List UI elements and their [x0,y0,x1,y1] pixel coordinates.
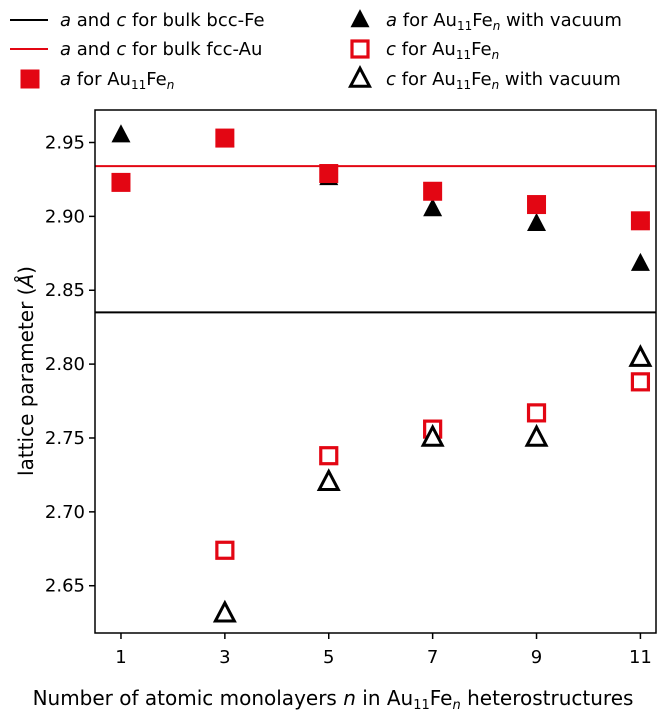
legend-sub: n [493,19,501,33]
legend-text: and [71,10,116,31]
legend-text: for Au [396,69,456,90]
legend-label-c_vac: c for Au11Fen with vacuum [386,69,621,92]
legend-text: Fe [146,69,166,90]
legend-marker-a [20,69,40,89]
legend-label-fcc: a and c for bulk fcc-Au [60,39,262,60]
legend-sub: n [492,78,500,92]
y-axis: 2.65 2.70 2.75 2.80 2.85 2.90 2.95 [45,133,95,597]
point-c_vac-n3 [212,599,237,623]
x-label-text: in Au [356,686,413,710]
point-a-n5 [319,164,339,184]
y-tick-label-2.80: 2.80 [45,354,85,375]
x-label-sub: 11 [413,698,430,713]
point-c_vac-n7 [420,423,445,447]
y-label-text: lattice parameter ( [14,288,38,476]
legend-label-a: a for Au11Fen [60,69,174,92]
point-a-n3 [215,128,235,148]
legend-sub: 11 [456,48,471,62]
y-label-unit: Å [14,274,38,290]
legend-text: for bulk bcc-Fe [126,10,264,31]
legend-label-c: c for Au11Fen [386,39,499,62]
x-tick-label-1: 1 [115,647,126,668]
legend-item-c: c for Au11Fen [350,39,499,62]
x-tick-label-11: 11 [629,647,652,668]
legend-var: a [386,10,397,31]
legend: a and c for bulk bcc-Fea and c for bulk … [10,9,622,92]
x-axis-label: Number of atomic monolayers n in Au11Fen… [33,686,634,713]
point-a-n11 [630,211,650,231]
x-label-text: Fe [430,686,453,710]
legend-var: a [60,10,71,31]
legend-sub: n [167,78,175,92]
y-tick-label-2.95: 2.95 [45,133,85,154]
y-tick-label-2.90: 2.90 [45,206,85,227]
point-c-n11 [630,372,651,392]
legend-item-bcc: a and c for bulk bcc-Fe [10,10,265,31]
point-c_vac-n5 [316,468,341,492]
legend-var: c [386,69,396,90]
x-tick-label-3: 3 [219,647,230,668]
point-a_vac-n9 [527,212,547,231]
plot-frame [94,109,657,634]
x-tick-label-9: 9 [531,647,542,668]
point-c-n5 [319,446,339,466]
legend-var: a [60,39,71,60]
point-a_vac-n11 [630,252,650,271]
legend-text: with vacuum [499,69,621,90]
point-a-n1 [111,172,131,192]
legend-text: and [71,39,116,60]
legend-text: Fe [471,69,491,90]
point-a_vac-n7 [423,198,443,217]
data-markers [111,124,653,623]
point-a-n7 [423,181,443,201]
legend-item-a: a for Au11Fen [20,69,174,92]
x-label-var: n [343,686,356,710]
legend-var: c [386,39,396,60]
legend-label-bcc: a and c for bulk bcc-Fe [60,10,265,31]
point-c-n3 [215,540,235,560]
reference-lines [95,165,656,314]
legend-text: for Au [397,10,457,31]
legend-sub: 11 [456,78,471,92]
legend-var: a [60,69,71,90]
legend-item-c_vac: c for Au11Fen with vacuum [348,64,621,92]
legend-sub: 11 [457,19,472,33]
legend-item-a_vac: a for Au11Fen with vacuum [350,9,622,33]
legend-var: c [116,10,126,31]
x-label-sub: n [452,698,460,713]
legend-text: with vacuum [500,10,622,31]
y-tick-label-2.85: 2.85 [45,280,85,301]
y-tick-label-2.65: 2.65 [45,576,85,597]
point-a_vac-n1 [111,124,131,143]
legend-var: c [116,39,126,60]
x-tick-label-5: 5 [323,647,334,668]
y-axis-label: lattice parameter (Å) [14,266,38,476]
legend-sub: n [492,48,500,62]
legend-text: Fe [471,39,491,60]
legend-sub: 11 [131,78,146,92]
x-axis: 1 3 5 7 9 11 [115,633,652,668]
legend-text: Fe [472,10,492,31]
x-tick-label-7: 7 [427,647,438,668]
y-tick-label-2.70: 2.70 [45,502,85,523]
legend-marker-c [350,39,370,59]
legend-text: for bulk fcc-Au [126,39,262,60]
legend-marker-a_vac [350,9,370,28]
legend-text: for Au [71,69,131,90]
x-label-text: heterostructures [461,686,634,710]
point-a-n9 [527,195,547,215]
point-c-n9 [526,403,547,423]
point-c_vac-n9 [524,423,549,447]
legend-marker-c_vac [348,64,372,88]
x-label-text: Number of atomic monolayers [33,686,344,710]
legend-text: for Au [396,39,456,60]
y-label-text: ) [14,266,38,274]
legend-item-fcc: a and c for bulk fcc-Au [10,39,262,60]
legend-label-a_vac: a for Au11Fen with vacuum [386,10,622,33]
point-c_vac-n11 [628,344,653,367]
y-tick-label-2.75: 2.75 [45,428,85,449]
